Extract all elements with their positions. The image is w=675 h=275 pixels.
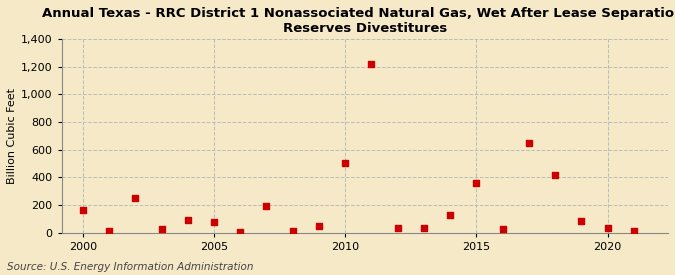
Point bbox=[418, 226, 429, 230]
Point bbox=[602, 226, 613, 230]
Point bbox=[366, 62, 377, 66]
Point bbox=[445, 212, 456, 217]
Point bbox=[261, 204, 272, 208]
Point bbox=[182, 218, 193, 222]
Point bbox=[524, 141, 535, 145]
Point bbox=[130, 196, 140, 200]
Point bbox=[392, 226, 403, 230]
Y-axis label: Billion Cubic Feet: Billion Cubic Feet bbox=[7, 88, 17, 184]
Point bbox=[209, 220, 219, 224]
Point bbox=[497, 227, 508, 231]
Text: Source: U.S. Energy Information Administration: Source: U.S. Energy Information Administ… bbox=[7, 262, 253, 272]
Point bbox=[340, 161, 350, 166]
Point bbox=[550, 173, 561, 177]
Point bbox=[288, 229, 298, 233]
Point bbox=[78, 208, 88, 213]
Point bbox=[235, 230, 246, 234]
Point bbox=[314, 223, 325, 228]
Point bbox=[628, 229, 639, 233]
Point bbox=[576, 219, 587, 224]
Point bbox=[471, 181, 482, 186]
Point bbox=[156, 227, 167, 231]
Title: Annual Texas - RRC District 1 Nonassociated Natural Gas, Wet After Lease Separat: Annual Texas - RRC District 1 Nonassocia… bbox=[42, 7, 675, 35]
Point bbox=[103, 229, 114, 233]
